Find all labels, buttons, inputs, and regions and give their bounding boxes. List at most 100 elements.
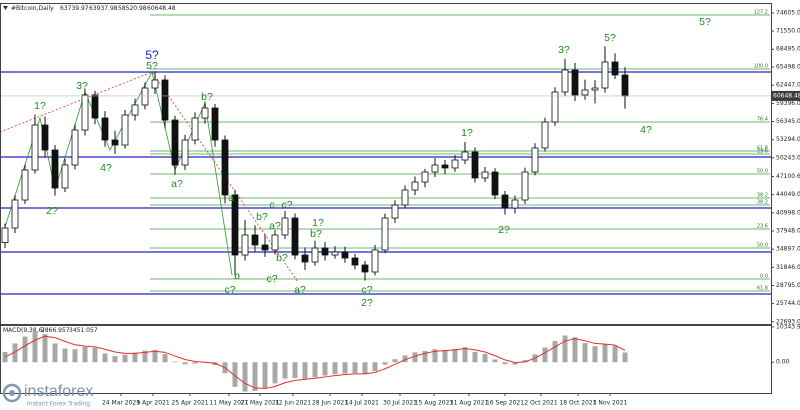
trend-line: [0, 71, 299, 283]
macd-bar: [102, 353, 108, 363]
candle-body: [551, 91, 559, 123]
candle-body: [231, 194, 239, 256]
macd-bar: [312, 362, 318, 378]
y-tick-label: 50243.00: [776, 154, 800, 161]
candle-body: [351, 257, 359, 266]
macd-bar: [432, 349, 438, 363]
wave-label: 1?: [34, 100, 46, 112]
x-tick-label: 16 Sep 2021: [486, 400, 524, 407]
macd-bar: [32, 332, 38, 363]
y-tick-label: 71550.00: [776, 28, 800, 35]
macd-bar: [62, 348, 68, 363]
candle-body: [191, 117, 199, 141]
logo-dot: [9, 390, 15, 396]
y-tick-label: 44049.00: [776, 191, 800, 198]
y-tick-label: 62447.00: [776, 82, 800, 89]
x-tick-label: 2 Oct 2021: [524, 400, 557, 407]
macd-bar: [12, 343, 18, 363]
candle-body: [601, 61, 609, 89]
wave-label: c: [269, 199, 274, 211]
macd-bar: [162, 354, 168, 363]
wave-label: 5?: [699, 16, 711, 28]
symbol-icon: [3, 6, 8, 10]
macd-bar: [442, 349, 448, 363]
macd-bar: [192, 362, 198, 364]
candle-body: [381, 217, 389, 251]
header-low: 58520.98: [118, 5, 147, 12]
wave-label: 3?: [76, 80, 88, 92]
fib-label: 50.0: [757, 168, 768, 174]
candle-body: [561, 69, 569, 93]
candle-body: [451, 159, 459, 169]
candle-body: [421, 171, 429, 183]
candle-body: [21, 169, 29, 201]
candle-body: [161, 79, 169, 121]
candle-body: [101, 117, 109, 141]
x-tick-label: 12 Jun 2021: [275, 400, 311, 407]
y-tick-label: 31846.00: [776, 264, 800, 271]
candle-body: [181, 139, 189, 166]
macd-bar: [262, 362, 268, 389]
candle-body: [271, 234, 279, 251]
candle-body: [81, 94, 89, 131]
candle-body: [71, 129, 79, 166]
macd-bar: [252, 362, 258, 391]
x-tick-label: 11 May 2021: [209, 400, 248, 407]
candle-body: [621, 74, 629, 97]
y-tick-label: 37948.00: [776, 228, 800, 235]
candle-body: [481, 171, 489, 179]
candle-body: [241, 234, 249, 256]
macd-bar: [242, 362, 248, 392]
macd-bar: [392, 359, 398, 363]
header-open: 63739.97: [60, 5, 89, 12]
macd-bar: [322, 362, 328, 376]
x-tick-label: 28 Jun 2021: [312, 400, 348, 407]
macd-bar: [362, 362, 368, 374]
candle-body: [251, 234, 259, 246]
wave-label: 2?: [361, 297, 373, 309]
candle-body: [111, 139, 119, 146]
x-tick-label: 31 Aug 2021: [450, 400, 489, 407]
y-tick-label: 28795.00: [776, 282, 800, 289]
wave-label: 5?: [146, 60, 158, 72]
candle-body: [281, 217, 289, 236]
candle-body: [591, 87, 599, 91]
macd-bar: [112, 356, 118, 363]
candle-body: [1, 227, 9, 243]
y-tick-label: 10343.91: [776, 323, 800, 330]
y-tick-label: 40998.00: [776, 209, 800, 216]
candle-body: [361, 264, 369, 273]
x-tick-label: 15 Aug 2021: [415, 400, 454, 407]
macd-bar: [492, 359, 498, 363]
candle-body: [321, 247, 329, 256]
fib-label: 0.0: [760, 274, 768, 280]
macd-bar: [602, 344, 608, 363]
wave-label: 1?: [312, 217, 324, 229]
macd-bar: [612, 345, 618, 363]
macd-bar: [372, 362, 378, 372]
x-tick-label: 25 Apr 2021: [171, 400, 208, 407]
macd-bar: [72, 349, 78, 363]
y-tick-label: 68495.00: [776, 46, 800, 53]
macd-bar: [22, 336, 28, 363]
candle-body: [461, 151, 469, 161]
wave-label: 1?: [461, 127, 473, 139]
macd-panel: [0, 325, 772, 394]
macd-bar: [622, 352, 628, 363]
macd-bar: [132, 352, 138, 363]
watermark: instaforex Instant Forex Trading: [2, 383, 93, 408]
x-tick-label: 3 Nov 2021: [593, 400, 628, 407]
macd-bar: [42, 334, 48, 363]
wave-label: 4?: [640, 124, 652, 136]
logo: [2, 383, 22, 403]
macd-bar: [382, 362, 388, 365]
macd-bar: [542, 347, 548, 363]
candle-body: [611, 61, 619, 76]
candle-body: [201, 107, 209, 119]
macd-bar: [422, 350, 428, 363]
candle-body: [301, 254, 309, 263]
wave-label: c?: [361, 284, 372, 296]
wave-label: 4?: [100, 162, 112, 174]
